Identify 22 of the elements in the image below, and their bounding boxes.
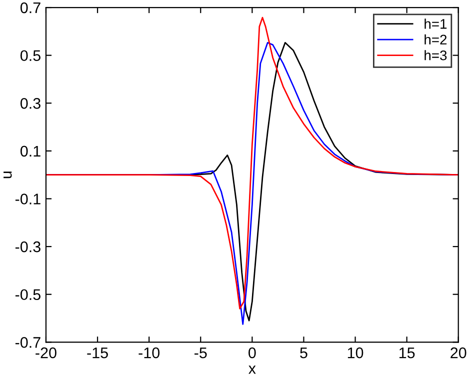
x-tick-label: 15 [399,348,415,358]
y-tick-label: -0.7 [15,337,40,348]
legend-label: h=2 [424,34,447,44]
y-tick-label: 0.5 [20,50,40,62]
legend-label: h=1 [424,18,447,29]
x-tick-label: -15 [87,348,108,358]
y-tick-label: -0.3 [15,241,40,252]
x-tick-label: 5 [300,348,308,358]
x-tick-label: 0 [248,347,256,358]
y-tick-label: 0.1 [20,146,40,157]
x-tick-label: -10 [138,347,160,358]
x-axis-title: x [248,366,256,374]
legend-label: h=3 [424,50,447,60]
x-tick-label: 20 [450,347,466,358]
y-tick-label: -0.1 [15,194,40,204]
y-tick-label: 0.3 [20,98,40,109]
y-tick-label: 0.7 [20,2,40,14]
y-axis-title: u [4,172,12,178]
y-tick-label: -0.5 [15,289,40,300]
x-tick-label: 10 [348,347,364,358]
x-tick-label: -5 [194,348,207,358]
x-tick-label: -20 [36,347,56,358]
